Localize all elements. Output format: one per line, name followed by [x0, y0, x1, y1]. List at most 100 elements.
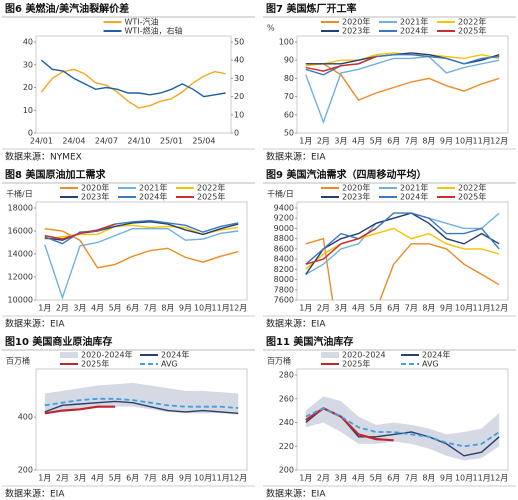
x-tick-label: 10月: [455, 304, 473, 313]
x-tick-label: 10月: [194, 304, 212, 313]
y2-tick-label: 10: [234, 110, 244, 119]
x-tick-label: 12月: [490, 137, 508, 146]
y2-tick-label: 50: [234, 38, 244, 47]
series-line: [44, 228, 239, 300]
x-tick-label: 3月: [334, 304, 347, 313]
series-line: [305, 63, 500, 102]
legend-label: 2024年: [400, 192, 428, 202]
y-axis-label: 百万桶: [267, 356, 291, 366]
legend-label: 2025年: [458, 192, 486, 202]
legend-label: 2023年: [81, 192, 109, 202]
series-line: [305, 55, 377, 72]
x-tick-label: 12月: [229, 474, 247, 483]
y-tick-label: 240: [279, 418, 294, 427]
legend-label: 2022年: [458, 183, 486, 193]
x-tick-label: 6月: [126, 304, 139, 313]
x-tick-label: 5月: [109, 304, 122, 313]
x-tick-label: 7月: [144, 304, 157, 313]
y-tick-label: 200: [18, 466, 33, 475]
y2-tick-label: 30: [234, 74, 244, 83]
chart-source: 数据来源：EIA: [266, 318, 326, 330]
legend-label: WTI-燃油，右轴: [125, 26, 183, 36]
y-tick-label: 50: [284, 129, 294, 138]
x-tick-label: 11月: [473, 474, 491, 483]
y-tick-label: 9200: [274, 214, 294, 223]
legend-swatch: [60, 352, 78, 358]
x-tick-label: 2月: [317, 137, 330, 146]
y-tick-label: 9000: [274, 224, 294, 233]
x-tick-label: 1月: [38, 304, 51, 313]
x-tick-label: 1月: [38, 474, 51, 483]
legend-label: 2025年: [197, 192, 225, 202]
legend-label: 2025年: [81, 359, 109, 369]
x-tick-label: 11月: [212, 304, 230, 313]
legend-label: 2021年: [400, 183, 428, 193]
x-tick-label: 8月: [422, 304, 435, 313]
x-tick-label: 3月: [334, 137, 347, 146]
chart-source: 数据来源：NYMEX: [5, 151, 82, 163]
plot-frame: [35, 368, 248, 471]
chart-source: 数据来源：EIA: [5, 318, 65, 330]
legend-label: 2024年: [400, 26, 428, 36]
y-tick-label: 280: [279, 371, 294, 380]
x-tick-label: 5月: [109, 474, 122, 483]
series-line: [305, 407, 500, 448]
y2-tick-label: 20: [234, 92, 244, 101]
y-axis-label: 千桶/日: [267, 189, 294, 199]
x-tick-label: 3月: [73, 304, 86, 313]
y-tick-label: 8800: [274, 234, 294, 243]
x-tick-label: 24/04: [62, 137, 85, 146]
legend-swatch: [321, 352, 339, 358]
x-tick-label: 2月: [317, 304, 330, 313]
y-tick-label: 10000: [8, 296, 33, 305]
x-tick-label: 7月: [405, 304, 418, 313]
legend-label: 2020-2024年: [81, 350, 133, 360]
y-tick-label: 18000: [8, 204, 33, 213]
x-tick-label: 9月: [179, 474, 192, 483]
x-tick-label: 8月: [422, 137, 435, 146]
x-tick-label: 8月: [161, 304, 174, 313]
x-tick-label: 2月: [56, 474, 69, 483]
x-tick-label: 4月: [352, 137, 365, 146]
plot-frame: [35, 35, 232, 134]
legend-label: 2020年: [81, 183, 109, 193]
chart-source: 数据来源：EIA: [266, 151, 326, 163]
x-tick-label: 6月: [387, 137, 400, 146]
legend-label: 2023年: [342, 192, 370, 202]
x-tick-label: 12月: [490, 304, 508, 313]
x-tick-label: 1月: [299, 137, 312, 146]
y-axis-label: 百万桶: [6, 356, 30, 366]
x-tick-label: 5月: [370, 137, 383, 146]
x-tick-label: 5月: [370, 474, 383, 483]
series-line: [44, 400, 239, 414]
x-tick-label: 9月: [440, 137, 453, 146]
y-tick-label: 16000: [8, 227, 33, 236]
series-line: [305, 237, 500, 300]
x-tick-label: 11月: [212, 474, 230, 483]
x-tick-label: 3月: [334, 474, 347, 483]
x-tick-label: 9月: [440, 304, 453, 313]
series-line: [305, 212, 500, 265]
x-tick-label: 24/07: [95, 137, 118, 146]
x-tick-label: 9月: [440, 474, 453, 483]
x-tick-label: 4月: [91, 304, 104, 313]
y-tick-label: 14000: [8, 250, 33, 259]
y-tick-label: 70: [284, 92, 294, 101]
x-tick-label: 9月: [179, 304, 192, 313]
x-tick-label: 2月: [56, 304, 69, 313]
legend-label: AVG: [422, 360, 439, 369]
legend-label: 2025年: [342, 359, 370, 369]
y-tick-label: 10: [23, 106, 33, 115]
x-tick-label: 1月: [299, 474, 312, 483]
x-tick-label: 2月: [317, 474, 330, 483]
series-line: [305, 407, 394, 442]
x-tick-label: 4月: [91, 474, 104, 483]
chart-source: 数据来源：EIA: [5, 488, 65, 500]
legend-label: 2023年: [342, 26, 370, 36]
y-tick-label: 7600: [274, 296, 294, 305]
series-line: [44, 228, 239, 269]
legend-label: 2021年: [400, 17, 428, 27]
series-line: [44, 397, 239, 409]
legend-label: 2021年: [139, 183, 167, 193]
